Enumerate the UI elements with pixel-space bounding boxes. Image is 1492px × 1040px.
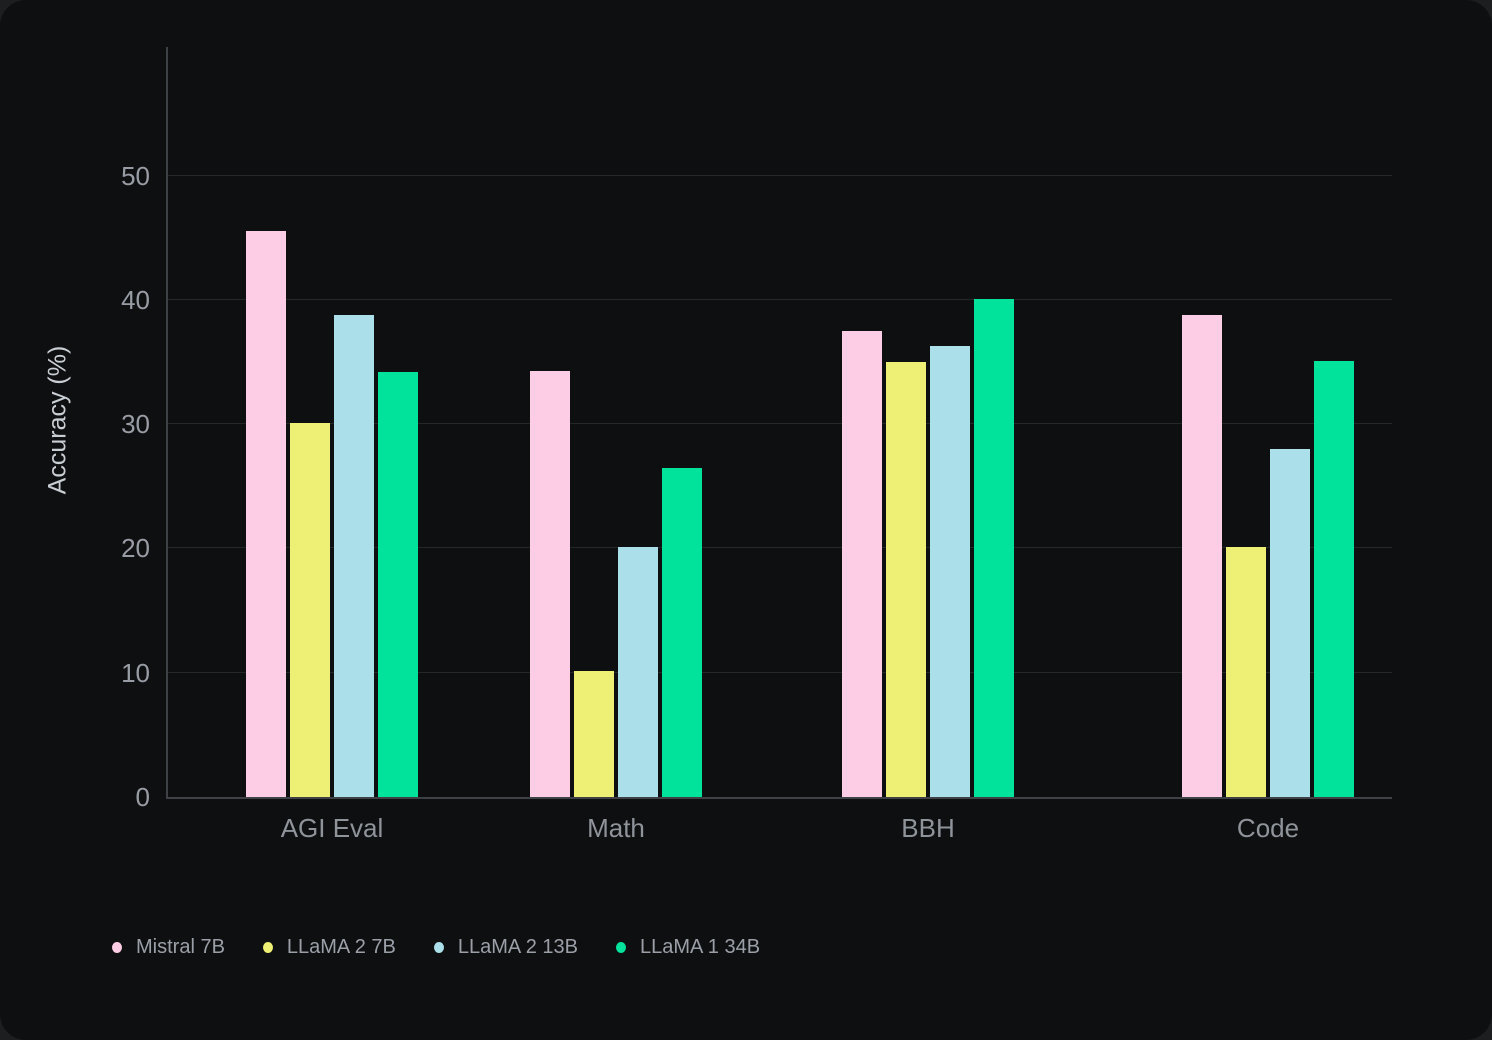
bar-group-bbh [842,298,1014,797]
gridline-y-40 [168,298,1392,300]
bar-mistral-7b-agi-eval[interactable] [246,231,286,797]
bar-mistral-7b-code[interactable] [1182,314,1222,797]
legend-label: Mistral 7B [136,936,225,958]
y-tick-label-30: 30 [121,409,150,440]
bar-llama-2-7b-bbh[interactable] [886,361,926,797]
x-category-label-bbh: BBH [901,813,955,843]
x-category-label-code: Code [1236,813,1300,843]
bar-llama-2-13b-code[interactable] [1270,448,1310,797]
bar-group-code [1182,314,1354,797]
bar-llama-2-7b-agi-eval[interactable] [290,422,330,797]
bar-llama-2-13b-bbh[interactable] [930,345,970,797]
legend-item-llama-2-7b[interactable]: LLaMA 2 7B [262,936,396,959]
y-tick-label-50: 50 [121,160,150,191]
bar-group-agi-eval [246,231,418,797]
y-tick-label-40: 40 [121,284,150,315]
gridline-y-30 [168,423,1392,425]
legend-item-mistral-7b[interactable]: Mistral 7B [112,936,225,959]
plot-area: 0 10 20 30 40 50 AGI Eval Math BBH Code [121,47,1392,843]
bar-llama-1-34b-bbh[interactable] [974,298,1014,797]
y-tick-label-10: 10 [121,657,150,688]
legend-item-llama-1-34b[interactable]: LLaMA 1 34B [615,936,761,959]
x-category-label-agi-eval: AGI Eval [280,813,384,843]
legend-item-llama-2-13b[interactable]: LLaMA 2 13B [433,936,578,959]
y-tick-label-20: 20 [121,533,150,564]
gridline-y-50 [168,174,1392,176]
bar-llama-2-7b-math[interactable] [574,671,614,797]
legend-label: LLaMA 2 7B [286,936,396,958]
bar-group-math [530,370,702,797]
legend-dot-llama-2-13b [433,942,444,953]
legend-dot-mistral-7b [112,942,122,953]
y-axis-title: Accuracy (%) [43,345,72,495]
bar-llama-1-34b-math[interactable] [662,467,702,797]
gridline-y-20 [168,547,1392,549]
legend-label: LLaMA 1 34B [639,936,761,958]
x-category-label-math: Math [587,813,645,843]
bar-mistral-7b-bbh[interactable] [842,330,882,797]
bar-llama-2-13b-math[interactable] [618,547,658,797]
legend-dot-llama-2-7b [262,942,273,953]
bar-llama-2-7b-code[interactable] [1226,547,1266,797]
bar-llama-1-34b-code[interactable] [1314,360,1354,797]
legend: Mistral 7B LLaMA 2 7B LLaMA 2 13B LLaMA 1 3… [112,936,760,959]
bar-llama-1-34b-agi-eval[interactable] [378,371,418,797]
legend-label: LLaMA 2 13B [457,936,578,958]
bar-llama-2-13b-agi-eval[interactable] [334,314,374,797]
bar-mistral-7b-math[interactable] [530,370,570,797]
gridline-y-10 [168,671,1392,673]
y-tick-label-0: 0 [135,782,150,812]
legend-dot-llama-1-34b [615,942,626,953]
